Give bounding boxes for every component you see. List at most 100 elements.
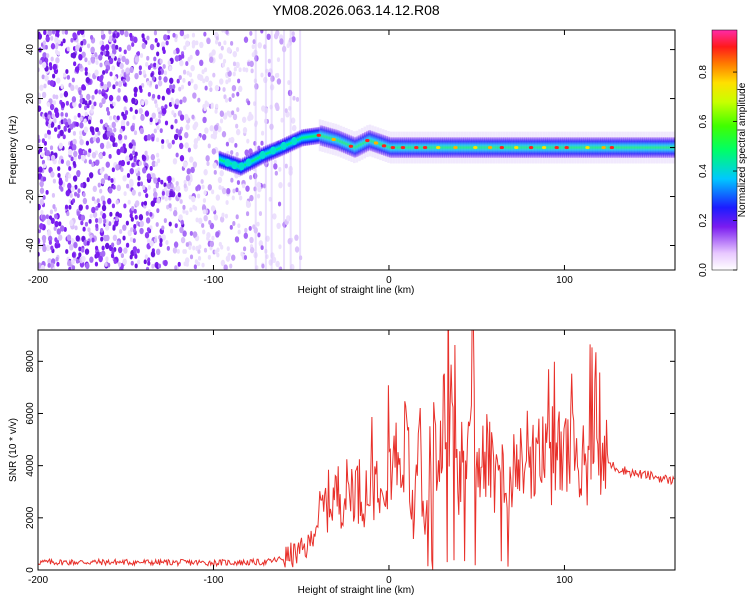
noise-speckle [244, 149, 249, 156]
noise-speckle [111, 203, 116, 209]
band-segment [505, 137, 508, 158]
y-tick-label: 4000 [25, 454, 36, 477]
band-halo [545, 131, 548, 164]
band-segment [646, 137, 650, 158]
noise-speckle [177, 261, 181, 267]
noise-speckle [142, 69, 146, 75]
noise-speckle [52, 100, 57, 105]
band-halo [616, 131, 619, 164]
noise-speckle [66, 234, 72, 241]
noise-speckle [133, 36, 138, 44]
noise-speckle [143, 259, 147, 265]
band-blob [280, 141, 287, 150]
noise-speckle [276, 222, 281, 230]
noise-speckle [175, 185, 181, 192]
noise-speckle [38, 138, 41, 144]
noise-speckle [247, 61, 251, 67]
band-segment [561, 137, 565, 158]
noise-speckle [49, 145, 54, 151]
noise-speckle [122, 78, 126, 84]
noise-speckle [290, 117, 296, 124]
noise-speckle [133, 208, 137, 214]
band-halo [334, 123, 338, 156]
band-halo [613, 131, 617, 164]
noise-speckle [124, 58, 130, 65]
noise-speckle [82, 192, 86, 198]
band-segment [347, 134, 350, 156]
noise-speckle [41, 138, 46, 144]
noise-speckle [137, 181, 141, 187]
noise-speckle [46, 229, 52, 237]
noise-speckle [180, 219, 184, 225]
noise-speckle [87, 152, 91, 158]
noise-speckle [131, 206, 135, 211]
noise-speckle [163, 76, 168, 83]
band-hotspot [373, 141, 379, 145]
noise-speckle [278, 244, 282, 250]
noise-speckle [125, 155, 130, 162]
noise-speckle [238, 67, 242, 73]
noise-speckle [221, 62, 226, 68]
noise-speckle [41, 214, 47, 221]
noise-speckle [203, 67, 208, 73]
noise-speckle [213, 124, 219, 131]
noise-speckle [113, 259, 117, 264]
noise-speckle [209, 240, 215, 248]
noise-speckle [80, 182, 84, 188]
band-segment [660, 137, 664, 158]
band-halo [358, 129, 361, 162]
noise-speckle [249, 60, 254, 68]
noise-speckle [141, 33, 145, 39]
x-axis-label-top: Height of straight line (km) [298, 285, 415, 296]
band-halo [497, 131, 501, 164]
noise-speckle [133, 130, 138, 136]
band-halo [629, 131, 632, 164]
noise-speckle [95, 223, 99, 229]
noise-speckle [179, 59, 184, 67]
noise-speckle [116, 115, 120, 121]
noise-speckle [84, 221, 89, 227]
band-halo [434, 131, 438, 164]
noise-speckle [191, 39, 197, 47]
colorbar-tick-label: 0.4 [698, 164, 709, 178]
band-halo [476, 131, 480, 164]
noise-speckle [54, 36, 59, 44]
band-segment [353, 137, 357, 158]
noise-speckle [210, 104, 214, 109]
noise-speckle [276, 72, 280, 78]
noise-speckle [91, 151, 97, 159]
band-segment [658, 137, 662, 158]
noise-speckle [78, 204, 83, 211]
noise-speckle [215, 231, 220, 238]
noise-speckle [183, 179, 187, 185]
noise-speckle [278, 266, 283, 270]
noise-speckle [67, 239, 72, 245]
noise-speckle [176, 249, 180, 254]
noise-speckle [121, 55, 126, 63]
band-segment [642, 137, 645, 158]
band-segment [467, 137, 471, 158]
noise-speckle [60, 112, 64, 117]
noise-speckle [78, 149, 84, 156]
noise-speckle [226, 47, 232, 54]
noise-speckle [88, 119, 92, 125]
noise-speckle [42, 40, 46, 46]
band-blob [224, 158, 231, 167]
noise-speckle [134, 56, 140, 63]
noise-speckle [165, 139, 170, 144]
noise-speckle [192, 245, 196, 251]
noise-speckle [119, 62, 124, 70]
noise-speckle [134, 72, 139, 80]
noise-speckle [193, 121, 199, 128]
noise-speckle [55, 94, 59, 100]
noise-speckle [79, 93, 83, 99]
noise-speckle [75, 235, 80, 242]
noise-speckle [106, 141, 110, 147]
noise-speckle [163, 34, 168, 41]
band-halo [439, 131, 443, 164]
noise-speckle [248, 226, 252, 231]
noise-speckle [185, 210, 189, 216]
noise-speckle [168, 221, 172, 227]
noise-speckle [245, 200, 250, 206]
band-segment [616, 137, 620, 158]
